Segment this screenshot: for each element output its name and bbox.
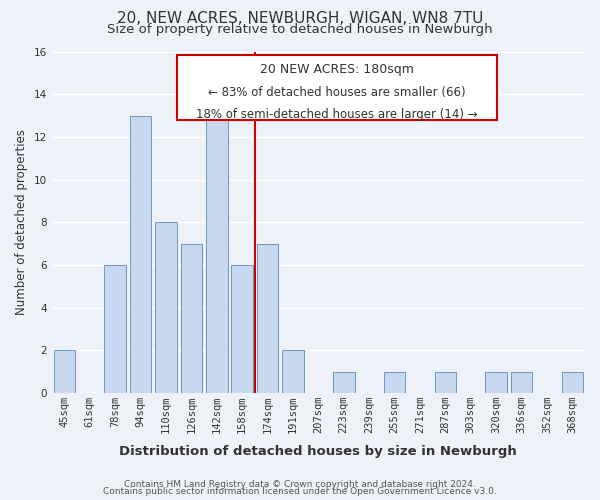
Bar bbox=[511, 372, 532, 393]
Bar bbox=[155, 222, 177, 393]
Bar bbox=[434, 372, 456, 393]
Text: Contains HM Land Registry data © Crown copyright and database right 2024.: Contains HM Land Registry data © Crown c… bbox=[124, 480, 476, 489]
Bar bbox=[104, 265, 126, 393]
Bar bbox=[232, 265, 253, 393]
Bar bbox=[130, 116, 151, 393]
Bar bbox=[181, 244, 202, 393]
Text: 20, NEW ACRES, NEWBURGH, WIGAN, WN8 7TU: 20, NEW ACRES, NEWBURGH, WIGAN, WN8 7TU bbox=[117, 11, 483, 26]
Bar bbox=[257, 244, 278, 393]
Bar bbox=[562, 372, 583, 393]
Bar bbox=[384, 372, 406, 393]
Text: Size of property relative to detached houses in Newburgh: Size of property relative to detached ho… bbox=[107, 22, 493, 36]
Text: Contains public sector information licensed under the Open Government Licence v3: Contains public sector information licen… bbox=[103, 487, 497, 496]
FancyBboxPatch shape bbox=[177, 55, 497, 120]
Bar bbox=[282, 350, 304, 393]
Bar bbox=[53, 350, 75, 393]
X-axis label: Distribution of detached houses by size in Newburgh: Distribution of detached houses by size … bbox=[119, 444, 517, 458]
Bar bbox=[206, 116, 227, 393]
Bar bbox=[485, 372, 507, 393]
Text: 20 NEW ACRES: 180sqm: 20 NEW ACRES: 180sqm bbox=[260, 64, 414, 76]
Y-axis label: Number of detached properties: Number of detached properties bbox=[15, 130, 28, 316]
Text: 18% of semi-detached houses are larger (14) →: 18% of semi-detached houses are larger (… bbox=[196, 108, 478, 121]
Text: ← 83% of detached houses are smaller (66): ← 83% of detached houses are smaller (66… bbox=[208, 86, 466, 98]
Bar bbox=[333, 372, 355, 393]
